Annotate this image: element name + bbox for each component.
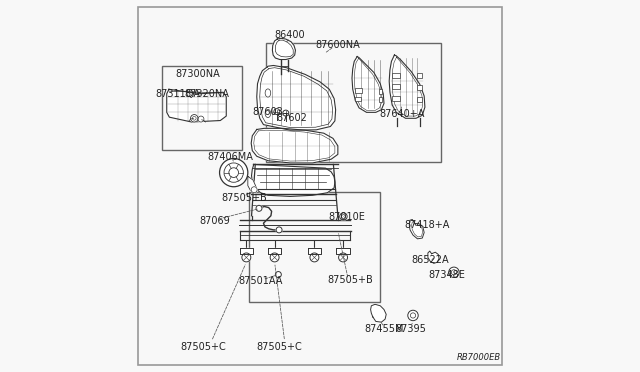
Circle shape (275, 272, 282, 278)
Polygon shape (352, 57, 384, 112)
Text: 87010E: 87010E (328, 212, 365, 221)
Text: 87311QA: 87311QA (156, 89, 200, 99)
Text: 87418+A: 87418+A (404, 220, 450, 230)
Bar (392, 73, 399, 78)
Bar (250, 192, 380, 302)
Text: 87348E: 87348E (428, 270, 465, 280)
Text: 87603: 87603 (253, 108, 284, 117)
Circle shape (408, 310, 418, 321)
Ellipse shape (265, 109, 271, 118)
Polygon shape (239, 248, 253, 254)
Polygon shape (428, 251, 439, 263)
Bar (417, 97, 422, 102)
Text: 87320NA: 87320NA (185, 89, 230, 99)
Text: 87602: 87602 (276, 113, 308, 123)
Text: 87505+B: 87505+B (327, 275, 372, 285)
Bar (163, 66, 243, 150)
Circle shape (340, 213, 347, 220)
Polygon shape (371, 304, 386, 322)
Text: 87600NA: 87600NA (316, 41, 360, 50)
Text: 86522A: 86522A (412, 256, 449, 265)
Polygon shape (273, 38, 296, 60)
Bar (417, 85, 422, 90)
FancyBboxPatch shape (138, 7, 502, 365)
Bar (355, 97, 361, 101)
Polygon shape (167, 89, 227, 122)
Text: 87505+C: 87505+C (256, 342, 302, 352)
Polygon shape (308, 248, 321, 254)
Bar (266, 43, 440, 162)
Bar (392, 96, 399, 101)
Polygon shape (257, 65, 335, 130)
Polygon shape (251, 128, 338, 163)
Text: 87455M: 87455M (364, 324, 404, 334)
Text: 87406MA: 87406MA (207, 152, 253, 162)
Bar (392, 84, 399, 89)
Circle shape (251, 187, 257, 193)
Circle shape (229, 168, 239, 177)
Circle shape (191, 115, 198, 122)
Bar (379, 97, 383, 102)
Text: 87640+A: 87640+A (379, 109, 424, 119)
Circle shape (283, 110, 289, 116)
Circle shape (242, 253, 251, 262)
Polygon shape (410, 219, 424, 239)
Polygon shape (389, 55, 425, 118)
Circle shape (276, 227, 282, 233)
Bar (379, 89, 383, 94)
Circle shape (274, 109, 280, 115)
Text: 86400: 86400 (274, 30, 305, 40)
Ellipse shape (265, 89, 271, 97)
Circle shape (449, 267, 459, 278)
Text: 87505+B: 87505+B (221, 193, 268, 203)
Text: 87501AA: 87501AA (238, 276, 283, 286)
Bar (355, 88, 362, 93)
Circle shape (270, 253, 279, 262)
Text: 87505+C: 87505+C (180, 342, 226, 352)
Polygon shape (268, 248, 282, 254)
Circle shape (220, 158, 248, 187)
Text: 87300NA: 87300NA (175, 70, 220, 79)
Text: 87395: 87395 (396, 324, 427, 334)
Text: 87069: 87069 (200, 216, 230, 225)
Circle shape (256, 205, 262, 211)
Circle shape (310, 253, 319, 262)
Circle shape (339, 253, 348, 262)
Polygon shape (337, 248, 349, 254)
Polygon shape (252, 164, 335, 196)
Bar (417, 73, 422, 78)
Text: RB7000EB: RB7000EB (456, 353, 500, 362)
Polygon shape (248, 176, 256, 191)
Circle shape (198, 116, 204, 122)
